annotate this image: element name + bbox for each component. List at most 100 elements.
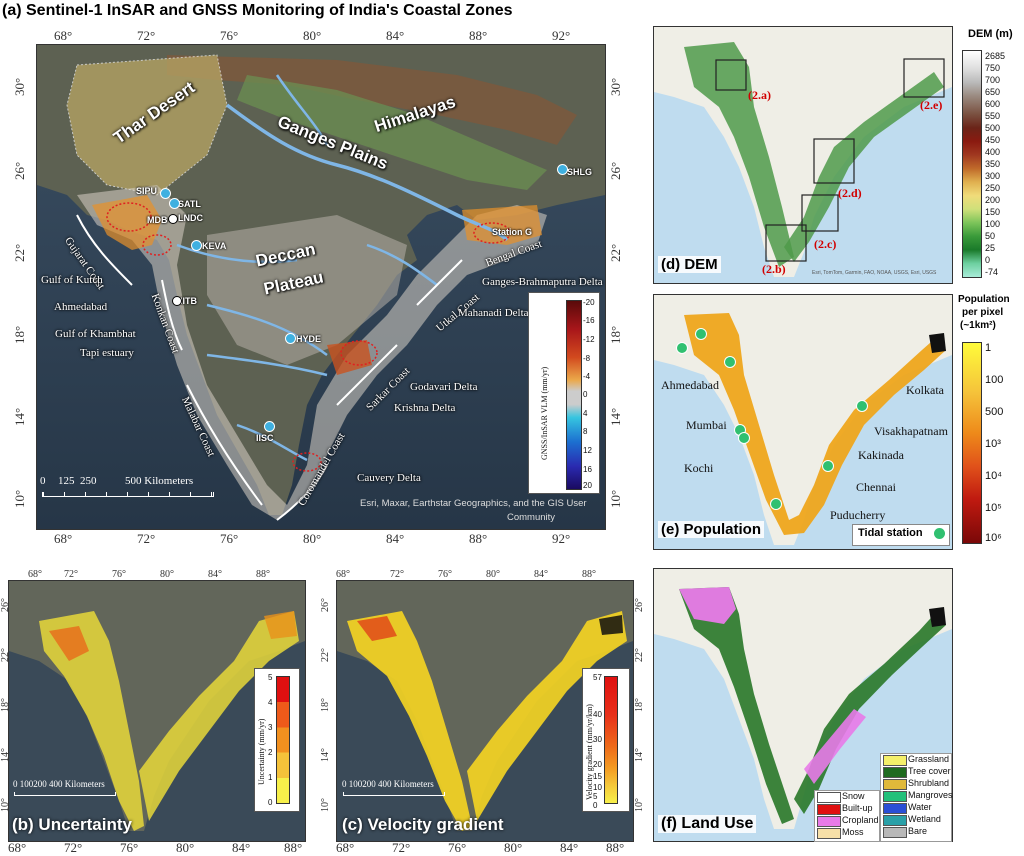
ganges-delta-marker [473, 222, 511, 244]
panel-b-label: (b) Uncertainty [12, 815, 132, 834]
unc-tick-3: 3 [268, 723, 273, 732]
a-scale-500: 500 Kilometers [125, 475, 194, 487]
a-lat-22-left: 22° [12, 243, 27, 262]
a-lat-10-left: 10° [12, 489, 27, 508]
gulf-of-khambhat-label: Gulf of Khambhat [55, 328, 136, 340]
a-lon-76-bottom: 76° [220, 531, 239, 546]
dem-tick-700: 700 [985, 75, 1001, 85]
pop-tick-100: 100 [985, 374, 1004, 386]
a-lon-84-bottom: 84° [386, 531, 405, 546]
c-lat-22: 22° [320, 648, 331, 662]
pop-tick-1e4: 10⁴ [985, 470, 1002, 482]
station-mdb-label: MDB [147, 215, 168, 225]
panel-a-map [36, 44, 606, 530]
c-lon-80-top: 80° [486, 569, 500, 580]
b-lon-72-bottom: 72° [64, 840, 83, 855]
b-lon-88-bottom: 88° [284, 840, 303, 855]
a-scale-250: 250 [80, 475, 97, 487]
vlm-tick-m12: -12 [583, 335, 595, 344]
mahanadi-delta-label: Mahanadi Delta [458, 307, 529, 319]
legend-builtup-swatch [817, 804, 841, 815]
c-scale-bar [343, 792, 445, 796]
panel-c-label: (c) Velocity gradient [342, 815, 504, 834]
a-lon-80-top: 80° [303, 28, 322, 43]
c-lon-76-top: 76° [438, 569, 452, 580]
vlm-colorbar-box [528, 292, 600, 494]
unc-tick-1: 1 [268, 773, 273, 782]
godavari-delta-label: Godavari Delta [410, 381, 478, 393]
tapi-estuary-label: Tapi estuary [80, 347, 134, 359]
vel-tick-30: 30 [593, 735, 602, 744]
dem-tick-600: 600 [985, 99, 1001, 109]
pop-tick-500: 500 [985, 406, 1004, 418]
a-lon-88-top: 88° [469, 28, 488, 43]
gulf-khambhat-marker [142, 234, 172, 256]
b-lat-26: 26° [0, 598, 11, 612]
unc-tick-5: 5 [268, 673, 273, 682]
legend-bare-label: Bare [908, 826, 928, 836]
krishna-delta-label: Krishna Delta [394, 402, 456, 414]
mahanadi-river [366, 243, 438, 287]
panel-d-credit: Esri, TomTom, Garmin, FAO, NOAA, USGS, E… [812, 270, 937, 276]
c-lon-68-top: 68° [336, 569, 350, 580]
ganges-river [225, 103, 509, 242]
vel-tick-57: 57 [593, 673, 602, 682]
station-g-label: Station G [492, 227, 532, 237]
a-lat-14-left: 14° [12, 407, 27, 426]
b-lon-88-top: 88° [256, 569, 270, 580]
panel-d-label: (d) DEM [658, 256, 721, 273]
a-credit-line1: Esri, Maxar, Earthstar Geographics, and … [360, 498, 587, 509]
b-scale: 0 100200 400 Kilometers [13, 779, 105, 789]
station-hyde-marker [285, 333, 296, 344]
sarkar-coast-arc [336, 344, 398, 406]
c-lat-26: 26° [320, 598, 331, 612]
box-2b-label: (2.b) [762, 262, 786, 276]
station-iisc-label: IISC [256, 433, 274, 443]
dem-tick-150: 150 [985, 207, 1001, 217]
legend-moss-swatch [817, 828, 841, 839]
b-lon-72-top: 72° [64, 569, 78, 580]
panel-c-map [336, 580, 634, 842]
uncertainty-colorbar-gradient [276, 676, 290, 804]
ahmedabad-label: Ahmedabad [54, 301, 108, 313]
a-lat-26-left: 26° [12, 161, 27, 180]
vel-tick-10: 10 [593, 783, 602, 792]
b-lat-18: 18° [0, 698, 11, 712]
krishna-river [206, 353, 328, 377]
tidal-station-legend-label: Tidal station [858, 527, 923, 539]
vlm-tick-20: 20 [583, 481, 592, 490]
population-coastal-band [684, 313, 946, 535]
city-puducherry: Puducherry [830, 508, 886, 522]
vel-tick-15: 15 [593, 772, 602, 781]
legend-snow-label: Snow [842, 791, 865, 801]
dem-tick-350: 350 [985, 159, 1001, 169]
unc-tick-4: 4 [268, 698, 273, 707]
ganges-delta-label: Ganges-Brahmaputra Delta [482, 276, 603, 288]
c-lon-88-bottom: 88° [606, 840, 625, 855]
a-scale-0: 0 [40, 475, 46, 487]
tidal-station-legend-dot [934, 528, 945, 539]
b-lon-84-bottom: 84° [232, 840, 251, 855]
c-lat-18: 18° [320, 698, 331, 712]
c-lat-10-r: 10° [634, 798, 645, 812]
legend-mangroves-swatch [883, 791, 907, 802]
unc-tick-2: 2 [268, 748, 273, 757]
vlm-tick-8: 8 [583, 427, 588, 436]
population-colorbar-title-2: per pixel [962, 307, 1004, 318]
dem-tick-650: 650 [985, 87, 1001, 97]
a-lat-18-left: 18° [12, 325, 27, 344]
a-lat-26-right: 26° [608, 161, 623, 180]
vel-tick-20: 20 [593, 760, 602, 769]
legend-grassland-label: Grassland [908, 754, 950, 764]
c-lat-10: 10° [320, 798, 331, 812]
figure-title: (a) Sentinel-1 InSAR and GNSS Monitoring… [2, 2, 513, 19]
godavari-marker [340, 340, 378, 366]
c-lat-14-r: 14° [634, 748, 645, 762]
landuse-west-coast [679, 587, 794, 824]
station-keva-marker [191, 240, 202, 251]
a-lat-18-right: 18° [608, 325, 623, 344]
dem-tick-0: 0 [985, 255, 991, 265]
c-lon-84-top: 84° [534, 569, 548, 580]
a-lat-30-right: 30° [608, 77, 623, 96]
a-lat-22-right: 22° [608, 243, 623, 262]
